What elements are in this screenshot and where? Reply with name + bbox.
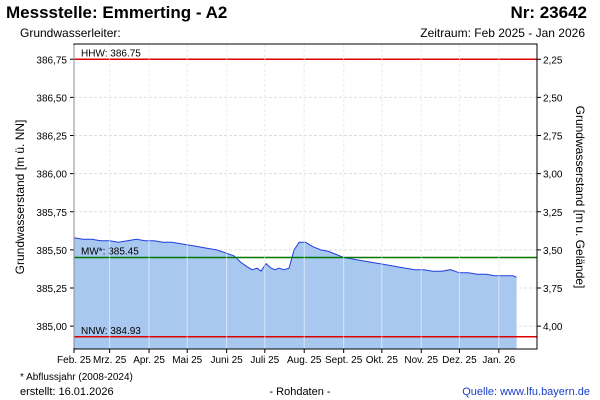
- source-link[interactable]: Quelle: www.lfu.bayern.de: [462, 386, 590, 398]
- x-tick-label: Jan. 26: [482, 355, 515, 366]
- x-axis: Feb. 25 Mrz. 25 Apr. 25 Mai 25 Juni 25 Juli 2…: [57, 349, 516, 366]
- y-tick-label-left: 385,00: [36, 322, 67, 333]
- x-tick-label: Nov. 25: [404, 355, 438, 366]
- reference-line-label: NNW: 384.93: [81, 326, 141, 337]
- y-axis-label-right: Grundwasserstand [m u. Gelände]: [573, 106, 587, 289]
- x-tick-label: Apr. 25: [133, 355, 165, 366]
- x-tick-label: Juli 25: [250, 355, 279, 366]
- y-tick-label-right: 2,75: [543, 132, 563, 143]
- y-tick-label-right: 3,25: [543, 208, 563, 219]
- y-axis-left: 385,00 385,25 385,50 385,75 386,00 386,25 386,…: [36, 55, 74, 333]
- y-axis-label-left: Grundwasserstand [m ü. NN]: [13, 120, 27, 275]
- y-tick-label-left: 385,25: [36, 284, 67, 295]
- y-tick-label-right: 4,00: [543, 322, 563, 333]
- created-date: erstellt: 16.01.2026: [20, 386, 114, 398]
- y-tick-label-right: 3,50: [543, 246, 563, 257]
- y-tick-label-right: 2,25: [543, 55, 563, 66]
- y-axis-right: 2,25 2,50 2,75 3,00 3,25 3,50 3,75 4,00: [537, 55, 563, 333]
- raw-data-label: - Rohdaten -: [269, 386, 331, 398]
- y-tick-label-right: 3,00: [543, 170, 563, 181]
- x-tick-label: Juni 25: [211, 355, 244, 366]
- x-tick-label: Feb. 25: [57, 355, 91, 366]
- y-tick-label-right: 2,50: [543, 93, 563, 104]
- station-title: Messstelle: Emmerting - A2: [6, 3, 228, 22]
- x-tick-label: Mai 25: [172, 355, 202, 366]
- y-tick-label-left: 385,75: [36, 208, 67, 219]
- x-tick-label: Sept. 25: [325, 355, 363, 366]
- x-tick-label: Okt. 25: [366, 355, 399, 366]
- station-number: Nr: 23642: [510, 3, 587, 22]
- water-level-line: [73, 237, 517, 278]
- reference-line-label: MW*: 385.45: [81, 247, 139, 258]
- y-tick-label-left: 386,25: [36, 132, 67, 143]
- y-tick-label-right: 3,75: [543, 284, 563, 295]
- x-tick-label: Mrz. 25: [93, 355, 127, 366]
- aquifer-label: Grundwasserleiter:: [20, 26, 121, 40]
- x-tick-label: Aug. 25: [287, 355, 322, 366]
- footnote: * Abflussjahr (2008-2024): [20, 372, 133, 383]
- water-level-area: [74, 237, 517, 349]
- period-label: Zeitraum: Feb 2025 - Jan 2026: [420, 26, 585, 40]
- reference-line-label: HHW: 386.75: [81, 48, 141, 59]
- y-tick-label-left: 386,50: [36, 93, 67, 104]
- x-tick-label: Dez. 25: [442, 355, 477, 366]
- y-tick-label-left: 386,00: [36, 170, 67, 181]
- y-tick-label-left: 386,75: [36, 55, 67, 66]
- y-tick-label-left: 385,50: [36, 246, 67, 257]
